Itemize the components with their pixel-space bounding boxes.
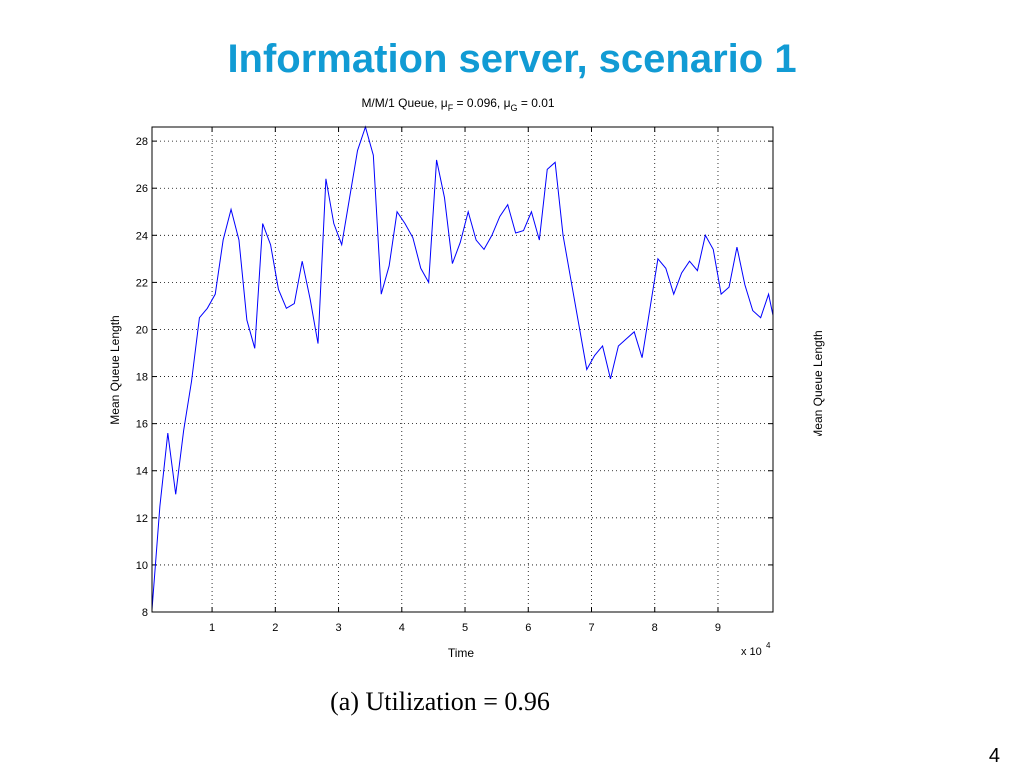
- x-tick-label: 3: [335, 622, 341, 634]
- title-sub: F: [448, 103, 454, 113]
- title-sub: G: [511, 103, 518, 113]
- plot-frame: [151, 126, 774, 613]
- x-tick-label: 8: [652, 622, 658, 634]
- y-axis-label: Mean Queue Length: [108, 315, 122, 424]
- y-tick-label: 20: [136, 324, 148, 336]
- x-tick-label: 7: [588, 622, 594, 634]
- y-tick-label: 8: [142, 607, 148, 619]
- x-tick-label: 2: [272, 622, 278, 634]
- slide-title: Information server, scenario 1: [227, 37, 796, 81]
- side-label: Mean Queue Length: [811, 330, 825, 439]
- plot-area: [152, 127, 773, 612]
- title-part: M/M/1 Queue, μ: [361, 96, 447, 110]
- x-tick-label: 6: [525, 622, 531, 634]
- y-tick-label: 18: [136, 372, 148, 384]
- y-tick-label: 24: [136, 230, 148, 242]
- caption: (a) Utilization = 0.96: [330, 687, 550, 716]
- y-tick-label: 26: [136, 183, 148, 195]
- y-tick-label: 28: [136, 136, 148, 148]
- x-tick-label: 4: [399, 622, 405, 634]
- page-number: 4: [989, 745, 1000, 767]
- y-tick-label: 12: [136, 513, 148, 525]
- chart-title: M/M/1 Queue, μF = 0.096, μG = 0.01: [361, 96, 554, 113]
- data-line: [151, 125, 774, 610]
- x-tick-label: 9: [715, 622, 721, 634]
- x-axis-label: Time: [448, 646, 475, 660]
- y-tick-label: 10: [136, 560, 148, 572]
- title-part: = 0.01: [518, 96, 555, 110]
- x-multiplier: x 10: [741, 646, 762, 658]
- x-tick-label: 5: [462, 622, 468, 634]
- y-tick-label: 14: [136, 466, 148, 478]
- y-tick-label: 22: [136, 277, 148, 289]
- x-tick-label: 1: [209, 622, 215, 634]
- y-tick-label: 16: [136, 419, 148, 431]
- title-part: = 0.096, μ: [453, 96, 510, 110]
- x-multiplier-exponent: 4: [766, 641, 771, 650]
